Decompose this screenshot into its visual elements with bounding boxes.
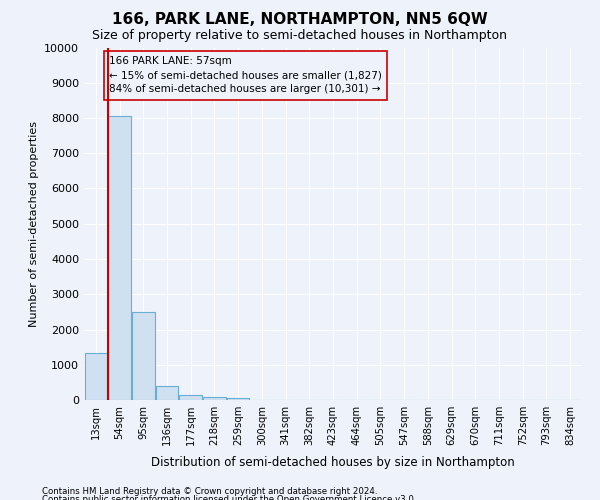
Y-axis label: Number of semi-detached properties: Number of semi-detached properties — [29, 120, 38, 327]
Bar — [109, 116, 131, 400]
Bar — [156, 386, 178, 400]
Text: Contains HM Land Registry data © Crown copyright and database right 2024.: Contains HM Land Registry data © Crown c… — [42, 487, 377, 496]
Bar — [179, 394, 202, 400]
Text: Contains public sector information licensed under the Open Government Licence v3: Contains public sector information licen… — [42, 495, 416, 500]
Bar — [227, 398, 250, 400]
Bar — [203, 397, 226, 400]
X-axis label: Distribution of semi-detached houses by size in Northampton: Distribution of semi-detached houses by … — [151, 456, 515, 469]
Bar — [132, 312, 155, 400]
Text: 166, PARK LANE, NORTHAMPTON, NN5 6QW: 166, PARK LANE, NORTHAMPTON, NN5 6QW — [112, 12, 488, 28]
Text: Size of property relative to semi-detached houses in Northampton: Size of property relative to semi-detach… — [92, 29, 508, 42]
Bar — [85, 354, 107, 400]
Text: 166 PARK LANE: 57sqm
← 15% of semi-detached houses are smaller (1,827)
84% of se: 166 PARK LANE: 57sqm ← 15% of semi-detac… — [109, 56, 382, 94]
